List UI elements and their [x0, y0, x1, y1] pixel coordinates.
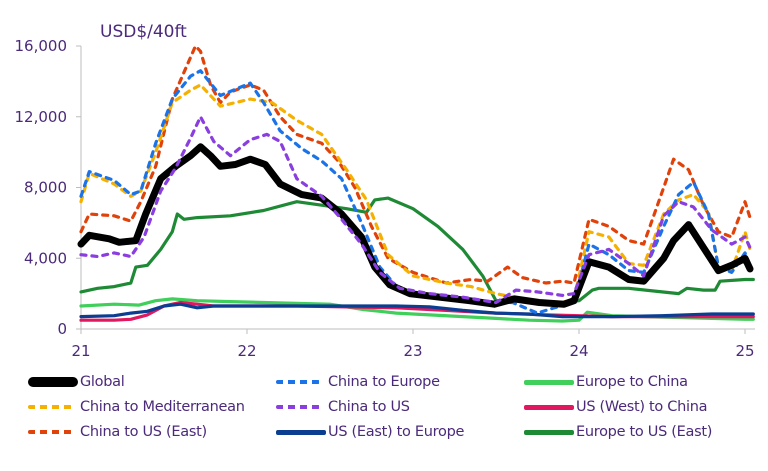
legend-item: China to Mediterranean — [28, 395, 245, 419]
legend-swatch — [524, 429, 574, 435]
legend-item: US (West) to China — [524, 395, 707, 419]
legend-swatch — [276, 405, 320, 409]
axes: 0 4,000 8,000 12,000 16,000 21 22 23 24 25 — [15, 37, 755, 360]
series-layer — [77, 44, 755, 323]
x-tick-label: 21 — [71, 342, 90, 360]
series-line-china-to-us-east — [79, 44, 752, 285]
legend-item: US (East) to Europe — [276, 420, 464, 444]
legend-label: China to US — [328, 399, 410, 415]
legend-swatch — [524, 404, 574, 410]
legend-item: Europe to US (East) — [524, 420, 712, 444]
unit-label: USD$/40ft — [100, 22, 187, 42]
legend-label: Europe to China — [576, 374, 688, 390]
y-tick-label: 8,000 — [24, 179, 67, 197]
y-tick-label: 16,000 — [15, 37, 68, 55]
legend-item: Global — [28, 370, 125, 394]
legend-item: China to US — [276, 395, 410, 419]
legend-label: China to Mediterranean — [80, 399, 245, 415]
legend-swatch — [28, 430, 72, 434]
legend-swatch — [524, 379, 574, 385]
x-tick-label: 22 — [237, 342, 256, 360]
series-line-us-east-to-europe — [79, 302, 755, 319]
legend-label: Europe to US (East) — [576, 424, 713, 440]
legend-item: Europe to China — [524, 370, 688, 394]
x-tick-label: 23 — [403, 342, 422, 360]
legend-swatch — [276, 429, 326, 435]
legend-label: US (East) to Europe — [328, 424, 465, 440]
legend-swatch — [28, 405, 72, 409]
legend-label: China to Europe — [328, 374, 440, 390]
y-tick-label: 4,000 — [24, 249, 67, 267]
y-tick-label: 12,000 — [15, 108, 68, 126]
legend-label: US (West) to China — [576, 399, 708, 415]
legend-label: China to US (East) — [80, 424, 207, 440]
x-tick-label: 25 — [735, 342, 754, 360]
legend-swatch — [276, 380, 320, 384]
series-line-europe-to-us-east — [79, 196, 755, 305]
legend-item: China to US (East) — [28, 420, 207, 444]
series-line-china-to-us — [79, 115, 752, 305]
legend-swatch — [28, 377, 78, 387]
y-tick-label: 0 — [57, 320, 67, 338]
legend-label: Global — [80, 374, 125, 390]
legend-item: China to Europe — [276, 370, 440, 394]
x-tick-label: 24 — [569, 342, 588, 360]
